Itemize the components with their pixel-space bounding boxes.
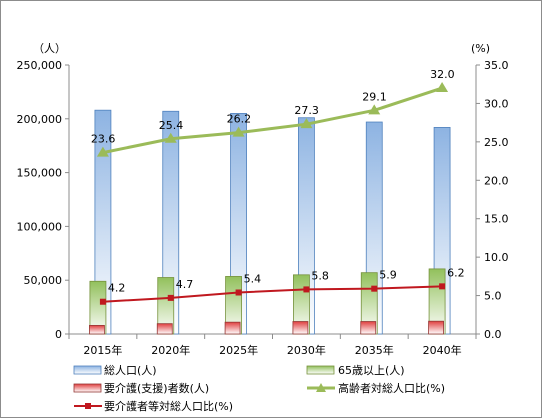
left-axis-tick-label: 200,000: [17, 113, 63, 126]
bar-care-recipients: [156, 323, 173, 335]
left-axis-tick-label: 250,000: [17, 59, 63, 72]
marker-care-ratio: [235, 289, 242, 296]
left-axis-ticks: 0 50,000 100,000 150,000 200,000 250,000: [17, 59, 69, 341]
bar-care-recipients: [360, 321, 377, 335]
legend-item-65-plus: 65歳以上(人): [306, 364, 405, 377]
data-label-elderly-ratio: 26.2: [227, 113, 252, 126]
legend-swatch-65-plus: [306, 365, 335, 375]
marker-care-ratio: [303, 286, 310, 293]
bar-care-recipients: [224, 321, 241, 335]
data-label-elderly-ratio: 25.4: [159, 119, 184, 132]
bar-care-recipients: [89, 324, 105, 335]
bar-care-recipients: [292, 321, 309, 335]
data-label-elderly-ratio: 23.6: [91, 133, 116, 146]
right-axis-tick-label: 25.0: [484, 136, 509, 149]
legend-swatch-total-population: [73, 365, 102, 375]
left-axis-tick-label: 50,000: [24, 274, 63, 287]
legend-item-elderly-ratio: 高齢者対総人口比(%): [307, 381, 445, 395]
legend-item-total-population: 総人口(人): [73, 363, 157, 377]
right-axis-tick-label: 0.0: [484, 328, 502, 341]
marker-care-ratio: [439, 283, 446, 290]
right-axis-tick-label: 30.0: [484, 97, 509, 110]
marker-care-ratio: [99, 298, 106, 305]
data-label-care-ratio: 4.7: [176, 278, 194, 291]
data-label-elderly-ratio: 32.0: [430, 68, 455, 81]
right-axis-tick-label: 15.0: [484, 213, 509, 226]
right-axis-tick-label: 35.0: [484, 59, 509, 72]
x-axis-tick-label: 2015年: [83, 343, 122, 357]
bars-group: [89, 109, 451, 335]
data-label-care-ratio: 6.2: [447, 266, 465, 279]
marker-elderly-ratio: [164, 132, 177, 143]
data-label-care-ratio: 5.9: [379, 269, 397, 282]
legend-swatch-care-recipients: [73, 383, 102, 393]
marker-care-ratio: [371, 285, 378, 292]
legend-label-care-ratio: 要介護者等対総人口比(%): [104, 399, 233, 413]
data-label-care-ratio: 5.8: [311, 269, 329, 282]
data-label-care-ratio: 5.4: [244, 272, 261, 285]
plot-area: [68, 65, 477, 335]
data-labels-group: 23.6 25.4 26.2 27.3 29.1 32.0 4.2 4.7 5.4 5.8 5.9 6…: [91, 68, 465, 295]
right-axis-tick-label: 20.0: [484, 174, 509, 187]
x-axis-tick-label: 2035年: [355, 343, 394, 357]
left-axis-tick-label: 100,000: [17, 220, 63, 233]
x-axis-ticks: 2015年 2020年 2025年 2030年 2035年 2040年: [68, 334, 477, 357]
marker-care-ratio: [167, 294, 174, 301]
marker-elderly-ratio: [96, 146, 109, 157]
bar-care-recipients: [428, 320, 444, 335]
line-elderly-ratio: [102, 86, 443, 155]
legend-label-care-recipients: 要介護(支援)者数(人): [104, 381, 209, 395]
legend-item-care-recipients: 要介護(支援)者数(人): [73, 381, 209, 395]
right-axis-tick-label: 5.0: [484, 290, 502, 303]
legend: 総人口(人) 65歳以上(人) 要介護(支援)者数(人) 高齢者対総人口比(%)…: [73, 363, 445, 413]
left-axis-tick-label: 0: [55, 328, 62, 341]
data-label-care-ratio: 4.2: [108, 282, 126, 295]
right-axis-tick-label: 10.0: [484, 251, 509, 264]
legend-label-total-population: 総人口(人): [104, 363, 157, 377]
left-axis-tick-label: 150,000: [17, 167, 63, 180]
right-axis-ticks: 0.0 5.0 10.0 15.0 20.0 25.0 30.0 35.0: [476, 59, 509, 341]
marker-elderly-ratio: [300, 118, 313, 129]
marker-elderly-ratio: [232, 126, 245, 137]
data-label-elderly-ratio: 29.1: [362, 90, 387, 103]
x-axis-tick-label: 2040年: [423, 343, 462, 357]
left-axis-unit-label: （人）: [33, 42, 66, 55]
legend-label-elderly-ratio: 高齢者対総人口比(%): [338, 381, 445, 395]
legend-marker-care-ratio: [85, 403, 91, 409]
marker-elderly-ratio: [368, 104, 381, 115]
legend-marker-elderly-ratio: [316, 383, 326, 392]
x-axis-tick-label: 2025年: [219, 343, 258, 357]
marker-elderly-ratio: [436, 82, 449, 93]
legend-item-care-ratio: 要介護者等対総人口比(%): [74, 399, 233, 413]
line-care-ratio: [102, 285, 443, 303]
x-axis-tick-label: 2020年: [151, 343, 190, 357]
data-label-elderly-ratio: 27.3: [294, 104, 319, 117]
lines-group: [96, 82, 449, 305]
legend-label-65-plus: 65歳以上(人): [338, 364, 405, 377]
x-axis-tick-label: 2030年: [287, 343, 326, 357]
right-axis-unit-label: (%): [471, 42, 490, 55]
